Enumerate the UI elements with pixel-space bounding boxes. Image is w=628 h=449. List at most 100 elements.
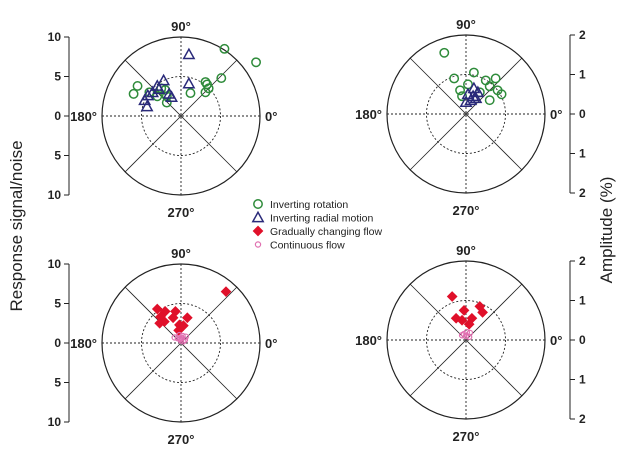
radial-tick-label: 2 [579, 28, 586, 42]
data-point [455, 85, 466, 96]
angle-label-270: 270° [453, 203, 480, 218]
angle-label-180: 180° [355, 107, 382, 122]
legend-marker [251, 210, 265, 223]
radial-tick-label: 1 [579, 68, 586, 82]
legend-label: Inverting rotation [270, 199, 348, 211]
data-point [219, 43, 230, 54]
legend-label: Continuous flow [270, 240, 345, 252]
data-point [463, 328, 470, 336]
data-point [484, 95, 495, 106]
polar-plot-4: 90° 180° 0° 270° 2 1 0 1 2 [355, 243, 586, 444]
radial-tick-label: 10 [48, 257, 62, 271]
data-point [182, 76, 196, 89]
radial-tick-label: 10 [48, 30, 62, 44]
polar-plot-2: 90° 180° 0° 270° 2 1 0 1 2 [355, 17, 586, 218]
angle-label-90: 90° [456, 243, 476, 258]
data-point [167, 312, 179, 324]
angle-label-0: 0° [265, 109, 277, 124]
series-gradually-changing-flow [151, 286, 232, 336]
data-point [185, 88, 196, 99]
series-gradually-changing-flow [446, 291, 488, 330]
data-point [468, 67, 479, 78]
legend-marker [253, 199, 263, 209]
series-inverting-radial-motion [138, 47, 196, 112]
data-point [463, 318, 475, 330]
angle-label-90: 90° [171, 19, 191, 34]
data-point [477, 306, 488, 318]
data-point [178, 335, 185, 342]
angle-label-0: 0° [550, 107, 562, 122]
data-point [200, 87, 211, 98]
data-point [466, 329, 474, 337]
series-continuous-flow [171, 331, 189, 345]
radial-axis-left: 10 5 0 5 10 [48, 257, 70, 429]
radial-tick-label: 0 [579, 107, 586, 121]
radial-tick-label: 5 [54, 376, 61, 390]
legend-marker [254, 241, 262, 248]
data-point [157, 73, 171, 86]
series-continuous-flow [458, 328, 474, 341]
inner-ring [426, 300, 506, 380]
data-point [439, 47, 450, 58]
data-point [490, 73, 501, 84]
angle-label-270: 270° [168, 205, 195, 220]
angle-label-270: 270° [453, 429, 480, 444]
radial-tick-label: 0 [579, 333, 586, 347]
data-point [200, 77, 211, 87]
data-point [181, 312, 193, 324]
diagonal-line [409, 57, 523, 171]
polar-plot-1: 90° 180° 0° 270° 10 5 0 5 10 [48, 19, 278, 220]
diagonal-line [409, 283, 523, 397]
legend-item: Inverting radial motion [251, 210, 373, 225]
inner-ring [141, 303, 221, 383]
data-point [140, 99, 154, 112]
inner-ring [426, 74, 506, 154]
data-point [152, 82, 166, 95]
radial-tick-label: 0 [54, 109, 61, 123]
inner-ring [141, 76, 221, 156]
data-point [220, 286, 232, 298]
radial-tick-label: 5 [54, 297, 61, 311]
radial-tick-label: 1 [579, 147, 586, 161]
radial-axis-right: 2 1 0 1 2 [569, 28, 586, 200]
radial-tick-label: 0 [54, 336, 61, 350]
radial-tick-label: 1 [579, 294, 586, 308]
data-point [449, 73, 460, 84]
radial-tick-label: 5 [54, 70, 61, 84]
data-point [180, 338, 187, 345]
data-point [492, 85, 503, 96]
legend-marker [252, 225, 264, 237]
radial-tick-label: 2 [579, 186, 586, 200]
radial-tick-label: 1 [579, 373, 586, 387]
data-point [154, 317, 166, 329]
diagonal-line [124, 59, 238, 173]
angle-label-180: 180° [355, 333, 382, 348]
data-point [216, 73, 227, 84]
data-point [174, 335, 182, 342]
radial-tick-label: 5 [54, 149, 61, 163]
angle-label-180: 180° [70, 336, 97, 351]
data-point [480, 75, 491, 86]
legend-item: Inverting rotation [253, 199, 348, 211]
data-point [458, 305, 470, 316]
series-inverting-rotation [128, 43, 261, 108]
data-point [251, 57, 261, 68]
data-point [178, 320, 189, 331]
angle-label-0: 0° [550, 333, 562, 348]
angle-label-90: 90° [456, 17, 476, 32]
right-axis-title: Amplitude (%) [597, 177, 616, 284]
radial-axis-right: 2 1 0 1 2 [569, 254, 586, 426]
legend-label: Gradually changing flow [270, 226, 382, 238]
polar-plot-3: 90° 180° 0° 270° 10 5 0 5 10 [48, 246, 278, 447]
data-point [484, 81, 495, 92]
data-point [450, 312, 462, 324]
data-point [446, 291, 458, 302]
angle-label-0: 0° [265, 336, 277, 351]
data-point [151, 303, 163, 315]
angle-label-180: 180° [70, 109, 97, 124]
data-point [459, 95, 473, 108]
radial-tick-label: 2 [579, 412, 586, 426]
radial-tick-label: 2 [579, 254, 586, 268]
